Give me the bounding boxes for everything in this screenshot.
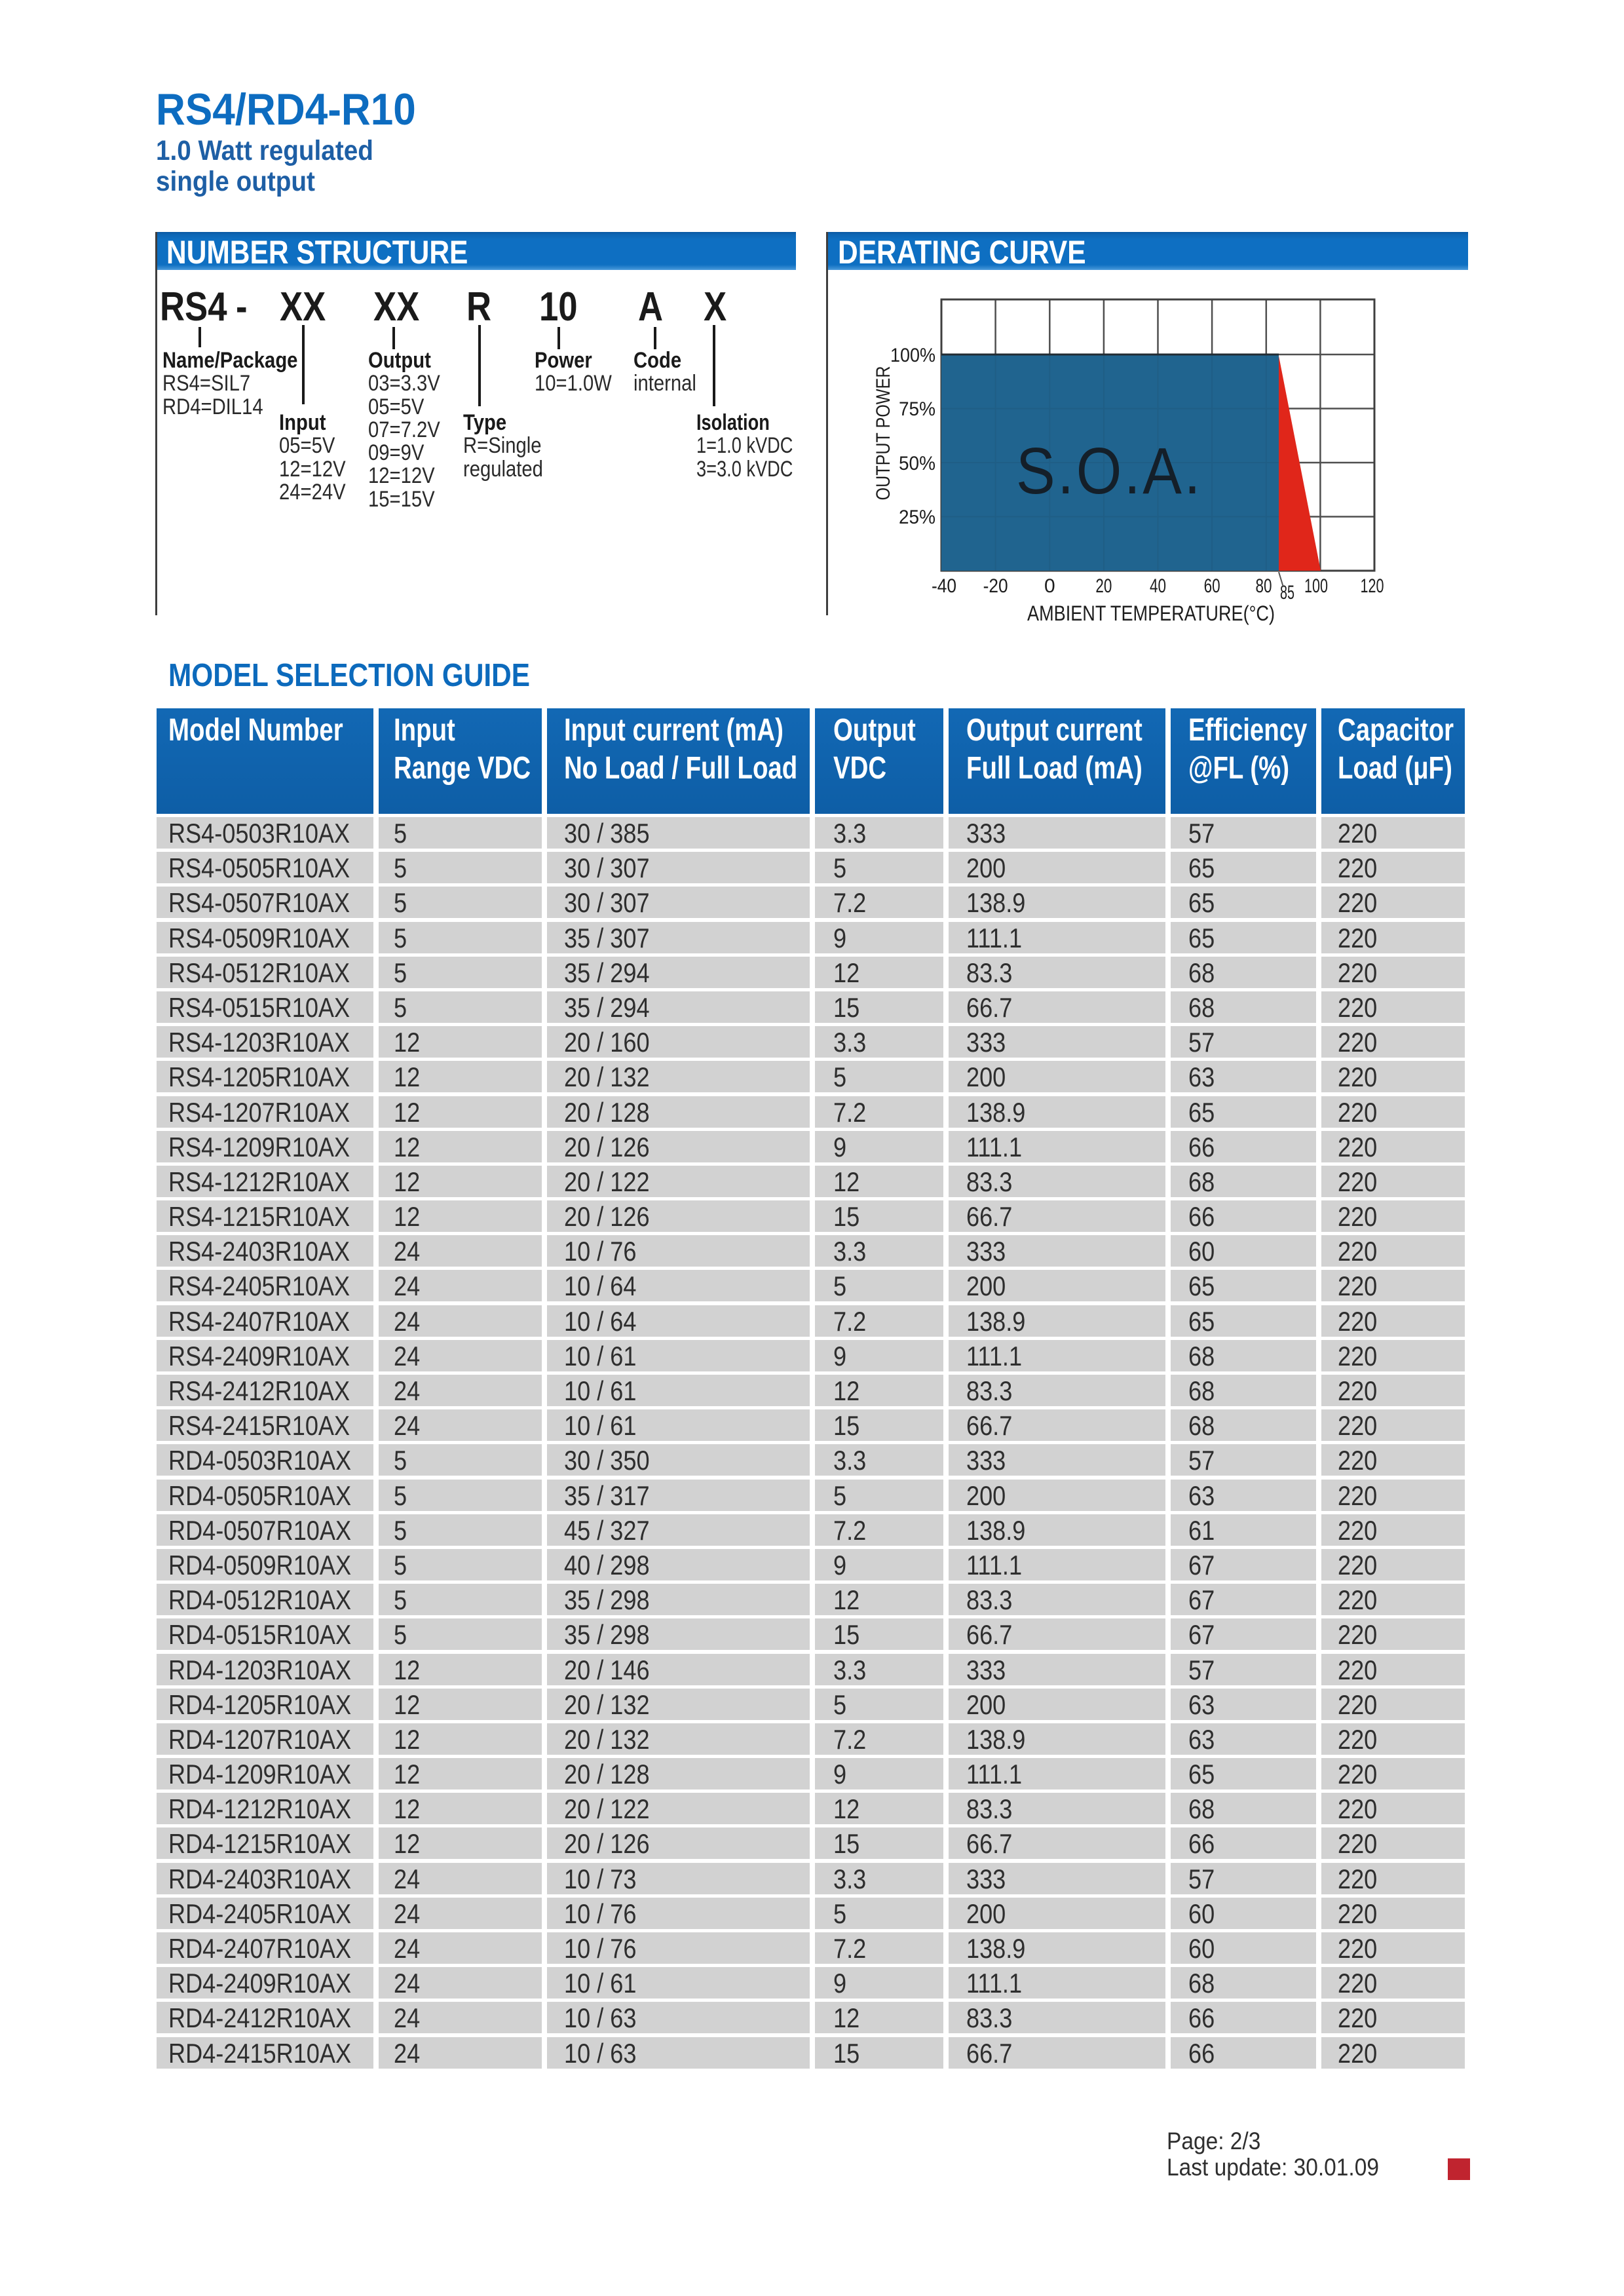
svg-text:20: 20 xyxy=(1095,575,1112,597)
svg-text:0: 0 xyxy=(1044,575,1055,597)
svg-text:60: 60 xyxy=(1204,575,1220,597)
svg-text:50%: 50% xyxy=(899,453,935,474)
svg-text:100: 100 xyxy=(1304,575,1328,597)
svg-text:OUTPUT POWER: OUTPUT POWER xyxy=(873,366,894,501)
svg-text:120: 120 xyxy=(1361,575,1384,597)
svg-text:25%: 25% xyxy=(899,507,935,528)
svg-text:100%: 100% xyxy=(890,345,935,366)
svg-text:-40: -40 xyxy=(932,575,956,597)
svg-text:85: 85 xyxy=(1280,582,1294,603)
svg-text:-20: -20 xyxy=(983,575,1008,597)
svg-text:S.O.A.: S.O.A. xyxy=(1016,434,1203,508)
svg-text:40: 40 xyxy=(1150,575,1166,597)
svg-text:75%: 75% xyxy=(899,398,935,420)
svg-text:AMBIENT TEMPERATURE(°C): AMBIENT TEMPERATURE(°C) xyxy=(1027,602,1275,625)
svg-text:80: 80 xyxy=(1256,575,1272,597)
